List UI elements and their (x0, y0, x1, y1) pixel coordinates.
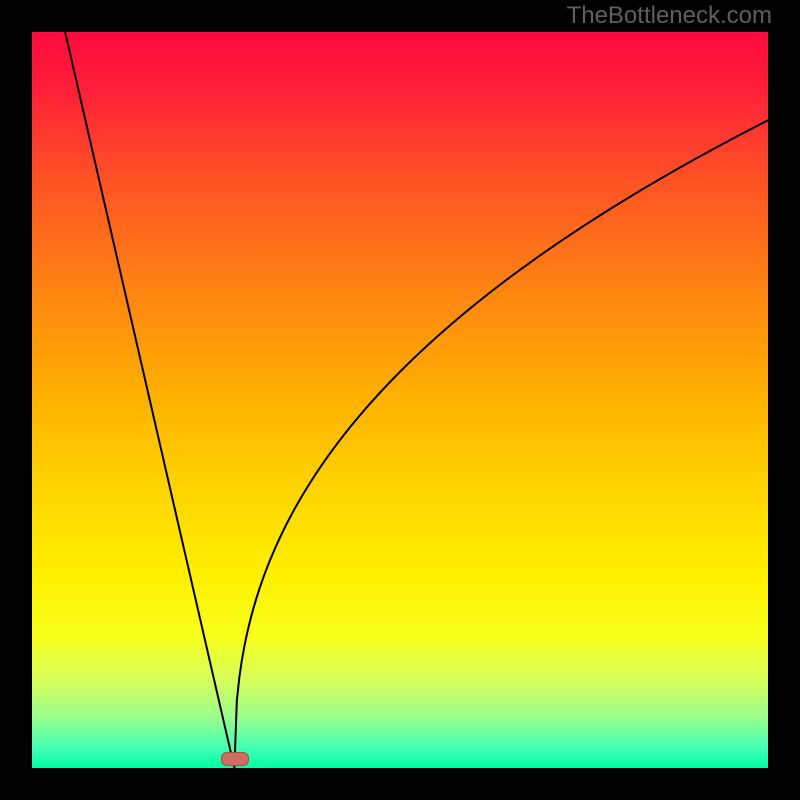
background-gradient (32, 32, 768, 768)
chart-stage: TheBottleneck.com (0, 0, 800, 800)
watermark-text: TheBottleneck.com (567, 2, 772, 30)
vertex-marker (221, 752, 249, 766)
plot-area (32, 32, 768, 768)
